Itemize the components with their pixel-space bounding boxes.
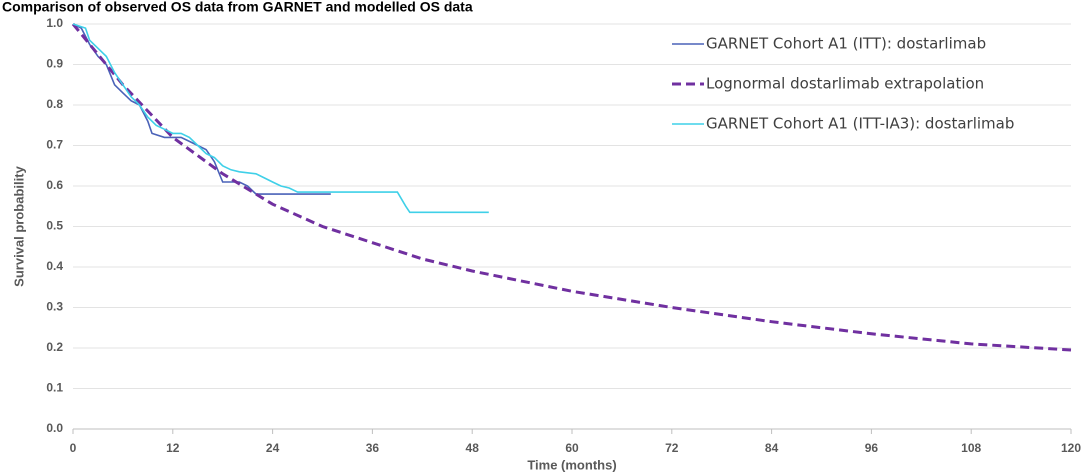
series-line — [71, 23, 1072, 352]
y-tick-label: 0.2 — [46, 340, 63, 354]
x-tick-label: 84 — [765, 441, 779, 455]
y-tick-label: 0.4 — [46, 259, 63, 273]
y-tick-label: 0.3 — [46, 300, 63, 314]
legend-label: GARNET Cohort A1 (ITT-IA3): dostarlimab — [706, 115, 1014, 133]
x-tick-label: 0 — [70, 441, 77, 455]
x-tick-label: 60 — [565, 441, 579, 455]
x-tick-label: 108 — [961, 441, 981, 455]
series-line — [72, 23, 489, 214]
x-axis-label: Time (months) — [527, 457, 616, 472]
y-tick-label: 0.5 — [46, 219, 63, 233]
legend-label: GARNET Cohort A1 (ITT): dostarlimab — [706, 35, 986, 53]
x-tick-label: 120 — [1061, 441, 1081, 455]
y-tick-label: 1.0 — [46, 16, 63, 30]
y-tick-label: 0.8 — [46, 97, 63, 111]
series-line — [72, 23, 331, 195]
y-tick-label: 0.0 — [46, 421, 63, 435]
y-tick-label: 0.1 — [46, 381, 63, 395]
chart-title: Comparison of observed OS data from GARN… — [2, 0, 473, 15]
y-axis-label: Survival probability — [11, 165, 26, 286]
x-tick-label: 36 — [366, 441, 380, 455]
x-tick-label: 12 — [166, 441, 180, 455]
legend-label: Lognormal dostarlimab extrapolation — [706, 75, 984, 93]
x-tick-label: 96 — [865, 441, 879, 455]
y-tick-label: 0.9 — [46, 57, 63, 71]
x-tick-label: 48 — [466, 441, 480, 455]
y-tick-label: 0.7 — [46, 138, 63, 152]
x-tick-label: 24 — [266, 441, 280, 455]
y-tick-label: 0.6 — [46, 178, 63, 192]
x-tick-label: 72 — [665, 441, 679, 455]
